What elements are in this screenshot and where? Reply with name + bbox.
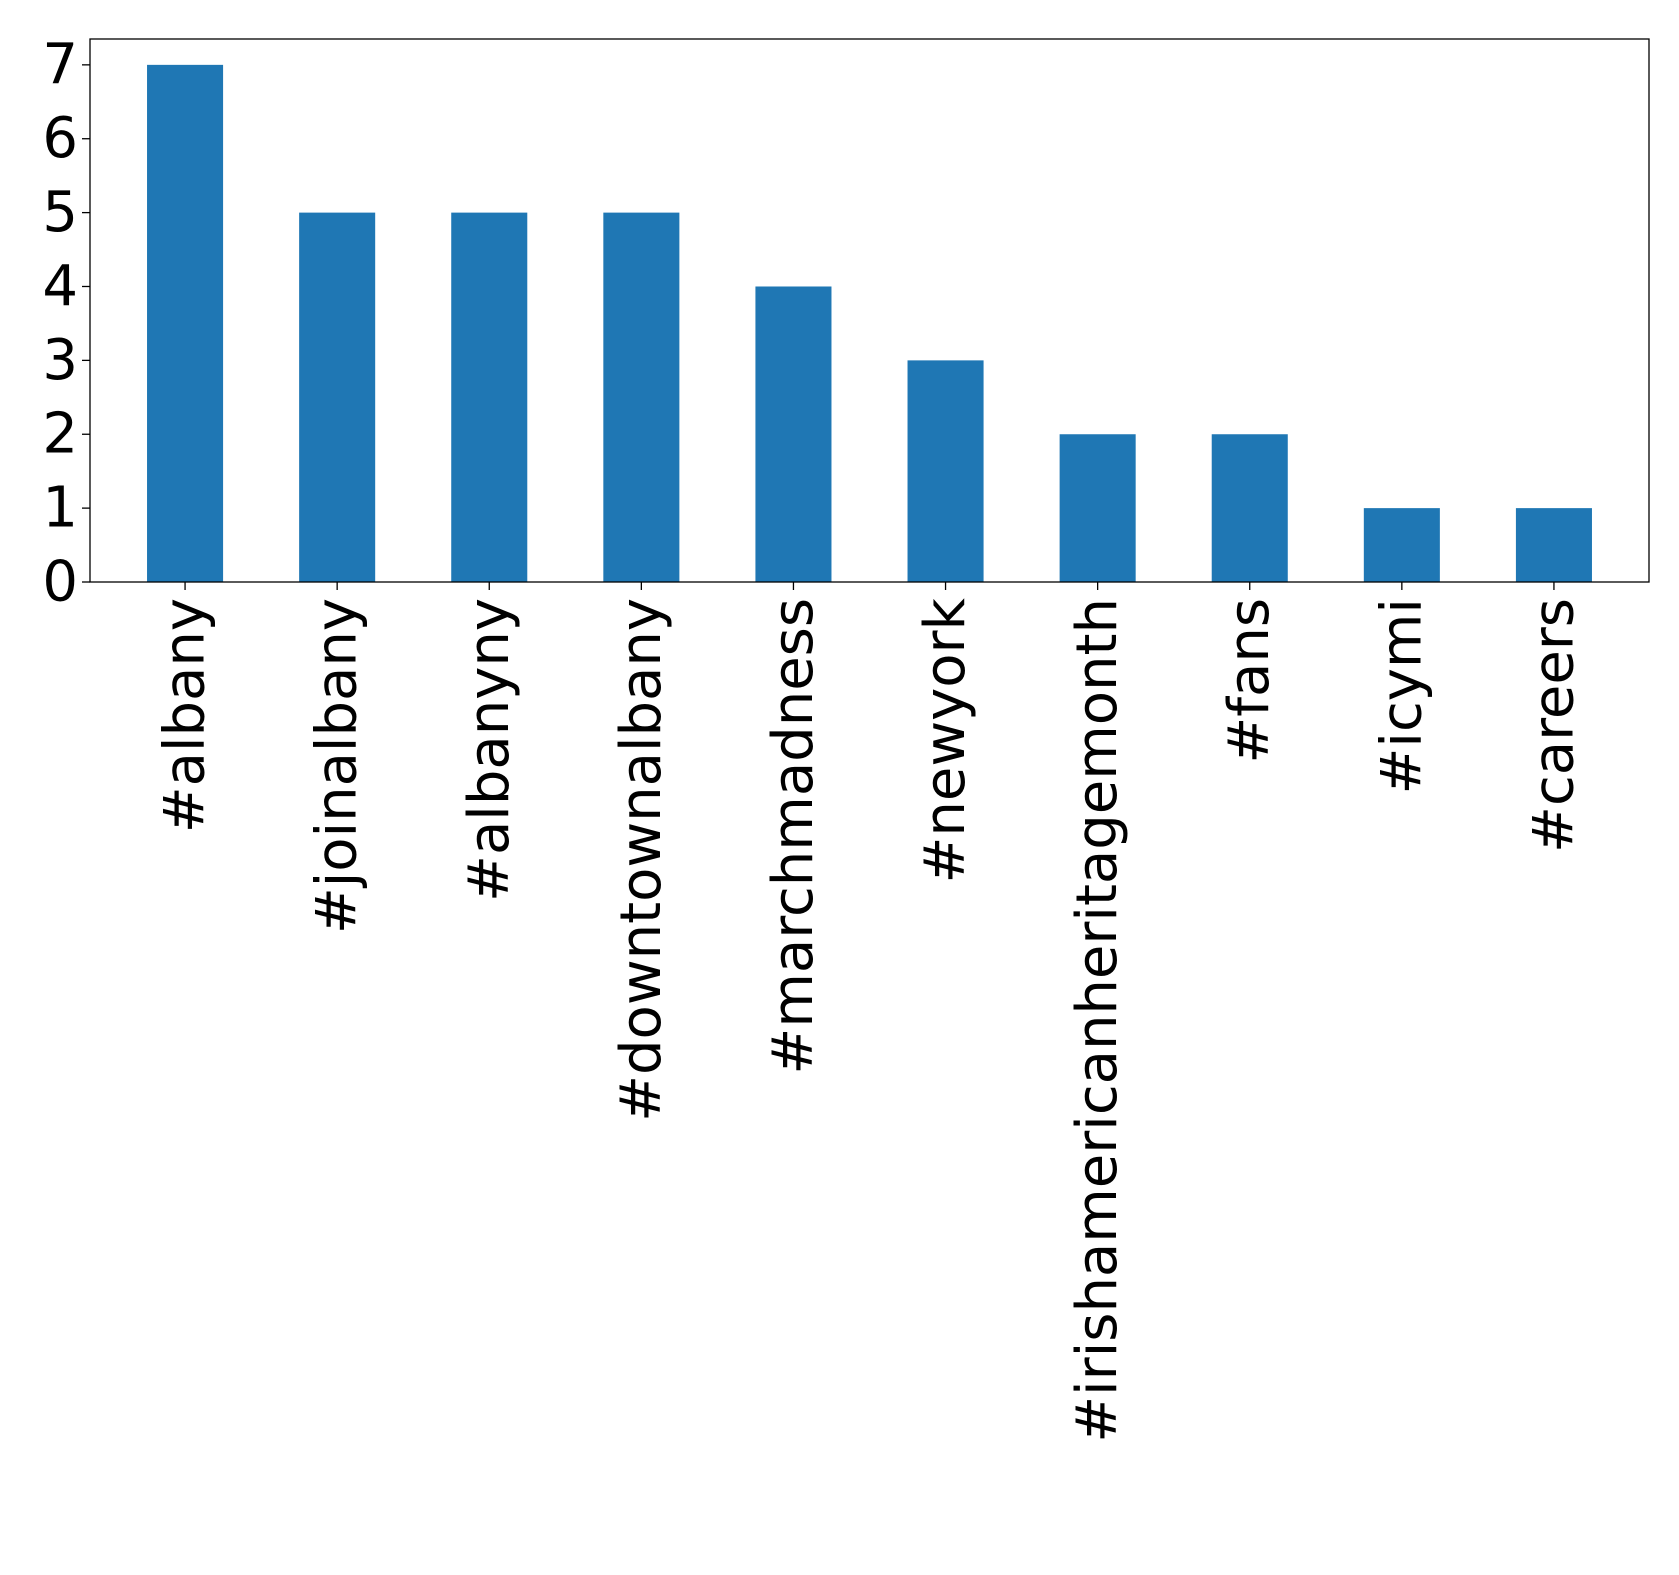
bar-1 xyxy=(299,212,376,582)
y-tick-label-5: 5 xyxy=(42,180,78,245)
bar-9 xyxy=(1515,508,1592,582)
bar-3 xyxy=(603,212,680,582)
x-tick-label-4: #marchmadness xyxy=(761,598,826,1075)
x-tick-label-0: #albany xyxy=(153,598,218,833)
x-tick-label-3: #downtownalbany xyxy=(609,598,674,1122)
y-tick-label-0: 0 xyxy=(42,550,78,615)
y-tick-label-1: 1 xyxy=(42,476,78,541)
x-tick-label-6: #irishamericanheritagemonth xyxy=(1065,598,1130,1443)
y-tick-label-2: 2 xyxy=(42,402,78,467)
bar-0 xyxy=(147,64,224,583)
y-tick-label-6: 6 xyxy=(42,106,78,171)
bar-2 xyxy=(451,212,528,582)
x-tick-label-8: #icymi xyxy=(1369,598,1434,795)
x-axis: #albany #joinalbany #albanyny #downtownalba… xyxy=(153,582,1586,1443)
x-tick-label-5: #newyork xyxy=(913,597,978,883)
y-tick-label-7: 7 xyxy=(42,32,78,97)
x-tick-label-2: #albanyny xyxy=(457,598,522,902)
bars-layer xyxy=(147,64,1592,583)
bar-6 xyxy=(1059,434,1136,582)
bar-5 xyxy=(907,360,984,582)
x-tick-label-1: #joinalbany xyxy=(305,598,370,934)
x-tick-label-9: #careers xyxy=(1521,598,1586,853)
bar-7 xyxy=(1211,434,1288,582)
y-tick-label-4: 4 xyxy=(42,254,78,319)
x-tick-label-7: #fans xyxy=(1217,598,1282,764)
bar-4 xyxy=(755,286,832,582)
plot-frame xyxy=(89,38,1650,583)
y-axis: 0 1 2 3 4 5 6 7 xyxy=(42,32,90,615)
bar-8 xyxy=(1363,508,1440,582)
y-tick-label-3: 3 xyxy=(42,328,78,393)
